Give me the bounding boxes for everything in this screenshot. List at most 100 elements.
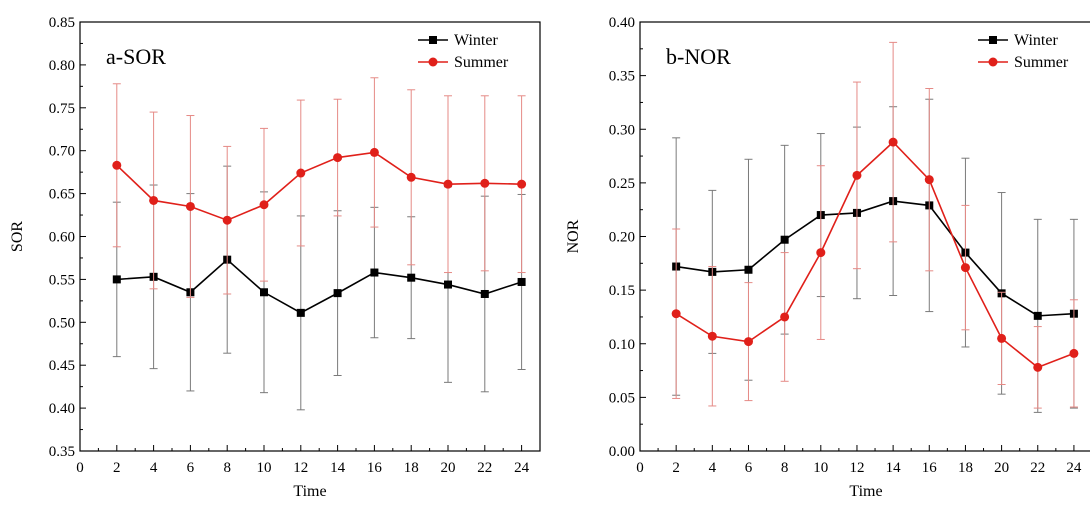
x-tick-label: 10 [257,460,272,476]
data-point [671,309,681,319]
y-tick-label: 0.75 [49,101,75,117]
x-tick-label: 4 [150,460,158,476]
data-point [370,268,379,277]
x-tick-label: 16 [367,460,383,476]
x-tick-label: 20 [994,460,1009,476]
y-tick-label: 0.35 [49,444,75,460]
x-tick-label: 14 [330,460,346,476]
x-tick-label: 6 [187,460,195,476]
x-tick-label: 8 [223,460,231,476]
chart-panel-nor: 0 2 4 6 8 10 12 14 16 18 20 22 240.000.050.100.150.2… [565,15,1090,500]
y-axis-title: SOR [9,221,26,252]
y-axis-title: NOR [565,219,582,253]
y-tick-label: 0.55 [49,272,75,288]
x-tick-label: 22 [1030,460,1045,476]
legend-label: Winter [454,32,498,49]
y-tick-label: 0.65 [49,187,75,203]
x-axis-title: Time [849,483,882,500]
y-tick-label: 0.20 [609,230,635,246]
data-point [852,170,862,180]
legend-marker [428,57,438,67]
data-point [780,235,789,244]
x-axis-title: Time [293,483,326,500]
x-tick-label: 22 [477,460,492,476]
x-tick-label: 20 [441,460,456,476]
data-point [296,168,306,178]
data-point [997,333,1007,343]
data-point [707,331,717,341]
legend-marker [429,36,437,44]
data-point [222,215,232,225]
x-tick-label: 10 [813,460,828,476]
x-tick-label: 4 [709,460,717,476]
data-point [406,172,416,182]
plot-frame [79,21,541,452]
x-tick-label: 6 [745,460,753,476]
x-tick-label: 2 [672,460,680,476]
y-tick-label: 0.85 [49,15,75,31]
series-line [675,141,1075,369]
legend-label: Summer [454,54,509,71]
series-summer [112,77,527,298]
y-tick-label: 0.60 [49,230,75,246]
chart-panel-sor: 0 2 4 6 8 10 12 14 16 18 20 22 240.350.400.450.500.5… [9,15,541,500]
series-line [116,151,522,222]
data-point [407,273,416,282]
series-winter [112,165,526,411]
series-line [676,200,1074,317]
y-tick-label: 0.40 [49,401,75,417]
data-point [185,201,195,211]
series-summer [671,41,1079,409]
y-tick-label: 0.00 [609,444,635,460]
legend: Winter Summer [418,32,509,71]
legend-label: Summer [1014,54,1069,71]
data-point [444,280,452,289]
data-point [333,289,342,298]
x-tick-label: 12 [849,460,864,476]
y-tick-label: 0.15 [609,283,635,299]
y-tick-label: 0.05 [609,390,635,406]
panel-label: b-NOR [666,44,731,69]
x-tick-label: 24 [1066,460,1082,476]
panel-label: a-SOR [106,44,166,69]
x-tick-label: 0 [76,460,84,476]
data-point [296,308,305,317]
x-tick-label: 16 [922,460,938,476]
series-winter [672,98,1078,413]
data-point [924,175,934,185]
data-point [743,337,753,347]
y-tick-label: 0.40 [609,15,635,31]
data-point [1033,362,1043,372]
data-point [480,289,489,298]
data-point [149,195,159,205]
data-point [112,160,122,170]
x-tick-label: 8 [781,460,789,476]
data-point [888,137,898,147]
data-point [369,147,379,157]
data-point [480,178,490,188]
data-point [1033,311,1042,320]
x-tick-label: 18 [958,460,973,476]
data-point [112,275,121,284]
x-tick-label: 2 [113,460,121,476]
y-tick-label: 0.35 [609,69,635,85]
y-tick-label: 0.25 [609,176,635,192]
x-tick-label: 14 [886,460,902,476]
legend: Winter Summer [978,32,1069,71]
y-tick-label: 0.50 [49,315,75,331]
legend-label: Winter [1014,32,1058,49]
y-tick-label: 0.70 [49,144,75,160]
data-point [960,263,970,273]
data-point [816,248,826,258]
x-tick-label: 24 [514,460,530,476]
data-point [744,265,753,274]
data-point [1069,348,1079,358]
series-line [116,258,522,314]
data-point [443,179,453,189]
legend-marker [988,57,998,67]
x-tick-label: 0 [636,460,644,476]
y-tick-label: 0.30 [609,122,635,138]
y-tick-label: 0.45 [49,358,75,374]
data-point [517,179,527,189]
